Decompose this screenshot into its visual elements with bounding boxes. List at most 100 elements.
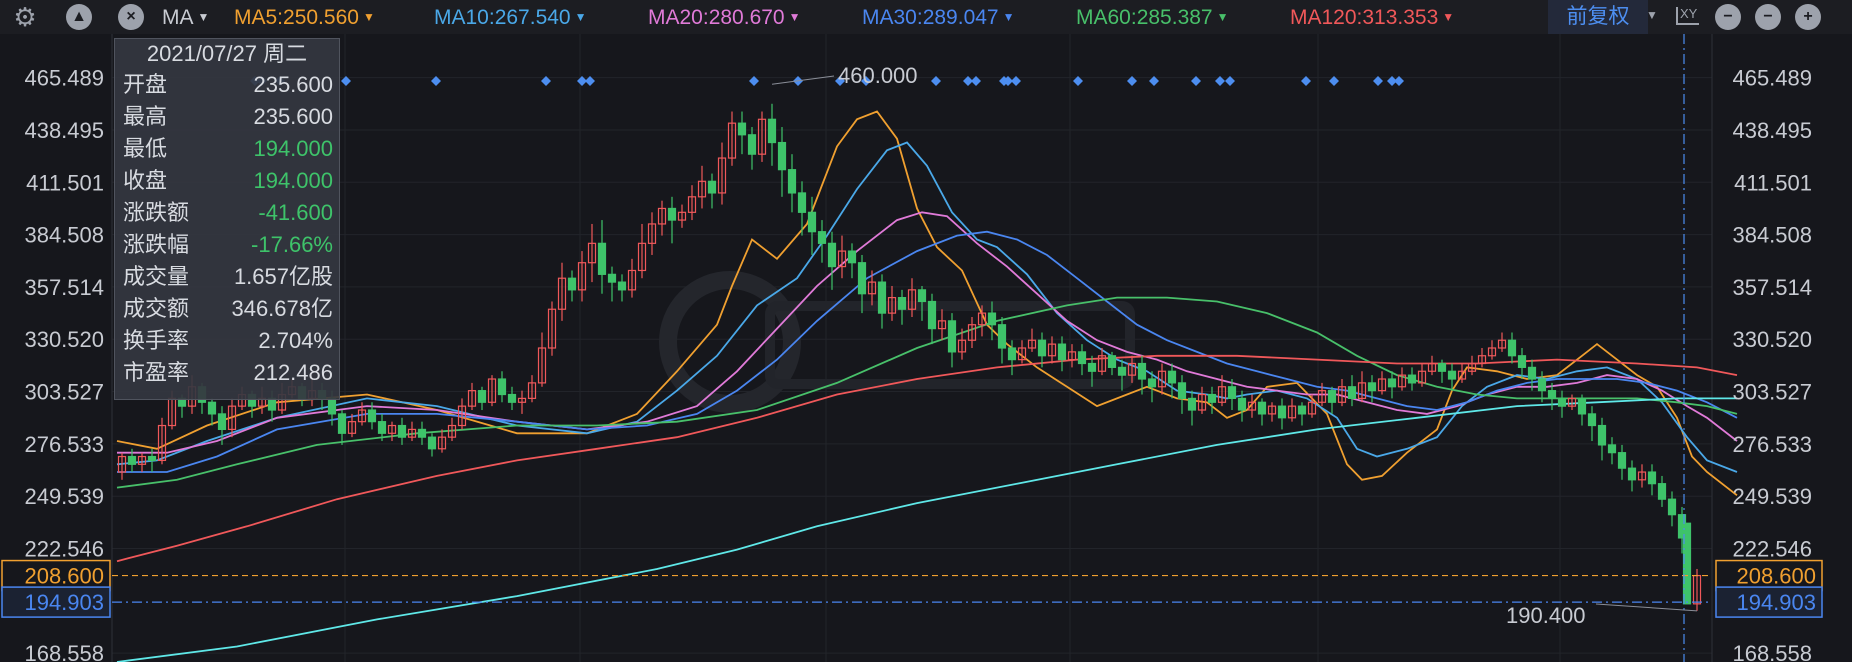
annotation-low-label: 190.400 [1506, 603, 1586, 628]
candle-body [1367, 382, 1377, 392]
plus-icon[interactable]: + [1795, 4, 1821, 30]
ma20-legend[interactable]: MA20:280.670 ▼ [648, 6, 801, 30]
dropdown-caret-icon: ▼ [1216, 10, 1229, 24]
event-marker[interactable] [1329, 76, 1339, 86]
event-marker[interactable] [963, 76, 973, 86]
y-axis-right: 465.489 438.495 411.501 384.508 357.514 330.5… [1732, 66, 1812, 662]
tooltip-key: 涨跌额 [123, 200, 190, 225]
event-marker[interactable] [1215, 76, 1225, 86]
price-box-label: 194.903 [24, 590, 104, 615]
event-marker[interactable] [931, 76, 941, 86]
candle-body [547, 308, 557, 349]
xy-axis-icon[interactable]: XY [1676, 7, 1700, 25]
y-tick-label: 438.495 [24, 118, 104, 143]
event-marker[interactable] [1127, 76, 1137, 86]
tooltip-row: 涨跌幅 -17.66% [115, 229, 339, 261]
candle-body [467, 390, 477, 407]
up-triangle-icon[interactable]: ▲ [66, 4, 92, 30]
gear-icon[interactable]: ⚙ [13, 2, 37, 32]
event-marker[interactable] [1003, 76, 1013, 86]
candle-body [1327, 390, 1337, 403]
candle-body [437, 436, 447, 450]
candle-body [267, 397, 277, 411]
candle-body [587, 242, 597, 264]
candle-body [877, 281, 887, 314]
close-icon[interactable]: × [118, 4, 144, 30]
candle-body [457, 405, 467, 427]
tooltip-row: 成交额 346.678亿 [115, 293, 339, 325]
candle-body [1177, 382, 1187, 399]
event-marker[interactable] [1149, 76, 1159, 86]
event-marker[interactable] [1387, 76, 1397, 86]
candle-body [537, 347, 547, 384]
y-tick-label: 303.527 [24, 380, 104, 405]
y-tick-label: 276.533 [1732, 432, 1812, 457]
candle-body [367, 409, 377, 423]
y-tick-label: 384.508 [24, 223, 104, 248]
ma-line-ma250 [116, 397, 1737, 662]
candle-body [1557, 397, 1567, 407]
candle-body [1617, 452, 1627, 469]
candle-body [787, 169, 797, 194]
candle-body [127, 455, 137, 465]
event-marker[interactable] [835, 76, 845, 86]
ma5-legend[interactable]: MA5:250.560 ▼ [234, 6, 375, 30]
chart-toolbar: ⚙ ▲ × MA ▼ MA5:250.560 ▼ MA10:267.540 ▼ MA2… [0, 0, 1852, 34]
candle-body [337, 413, 347, 434]
event-marker[interactable] [341, 76, 351, 86]
event-marker[interactable] [431, 76, 441, 86]
price-box-label: 208.600 [1736, 564, 1816, 589]
candle-body [647, 223, 657, 244]
annotation-high-label: 460.000 [838, 63, 918, 88]
ma10-legend[interactable]: MA10:267.540 ▼ [434, 6, 587, 30]
candle-body [777, 141, 787, 171]
ma60-legend[interactable]: MA60:285.387 ▼ [1076, 6, 1229, 30]
y-tick-label: 411.501 [1734, 170, 1812, 195]
zoom-out-icon[interactable]: − [1715, 4, 1741, 30]
event-marker[interactable] [1394, 76, 1404, 86]
event-marker[interactable] [861, 76, 871, 86]
candle-body [507, 393, 517, 403]
event-marker[interactable] [1011, 76, 1021, 86]
event-marker[interactable] [1225, 76, 1235, 86]
candle-body [987, 312, 997, 326]
ma-line-ma120 [116, 354, 1738, 563]
event-marker[interactable] [577, 76, 587, 86]
tooltip-row: 成交量 1.657亿股 [115, 261, 339, 293]
y-tick-label: 465.489 [1732, 66, 1812, 91]
tooltip-value: 194.000 [253, 168, 333, 193]
ma120-legend[interactable]: MA120:313.353 ▼ [1290, 6, 1454, 30]
candle-body [387, 424, 397, 434]
candle-body [1267, 405, 1277, 415]
candle-body [1157, 370, 1167, 388]
adjust-mode-button[interactable]: 前复权 [1548, 0, 1648, 34]
minus-icon[interactable]: − [1755, 4, 1781, 30]
tooltip-row: 开盘 235.600 [115, 69, 339, 101]
candle-body [1597, 424, 1607, 446]
indicator-select[interactable]: MA ▼ [162, 6, 209, 30]
candle-body [527, 382, 537, 399]
candle-body [1207, 393, 1217, 403]
candle-body [1057, 343, 1067, 361]
event-marker[interactable] [749, 76, 759, 86]
event-marker[interactable] [1301, 76, 1311, 86]
event-marker[interactable] [585, 76, 595, 86]
tooltip-value: 235.600 [253, 72, 333, 97]
price-box [1715, 586, 1823, 618]
y-tick-label: 222.546 [1732, 537, 1812, 562]
ma30-legend[interactable]: MA30:289.047 ▼ [862, 6, 1015, 30]
event-marker[interactable] [1073, 76, 1083, 86]
candle-body [967, 324, 977, 341]
dropdown-caret-icon: ▼ [788, 10, 801, 24]
candle-body [1377, 378, 1387, 392]
chevron-down-icon: ▼ [197, 10, 210, 24]
chevron-down-icon[interactable]: ▼ [1646, 8, 1658, 22]
event-marker[interactable] [1373, 76, 1383, 86]
event-marker[interactable] [541, 76, 551, 86]
event-marker[interactable] [1191, 76, 1201, 86]
candle-body [727, 122, 737, 159]
event-marker[interactable] [971, 76, 981, 86]
candle-body [667, 207, 677, 221]
candle-body [977, 312, 987, 326]
